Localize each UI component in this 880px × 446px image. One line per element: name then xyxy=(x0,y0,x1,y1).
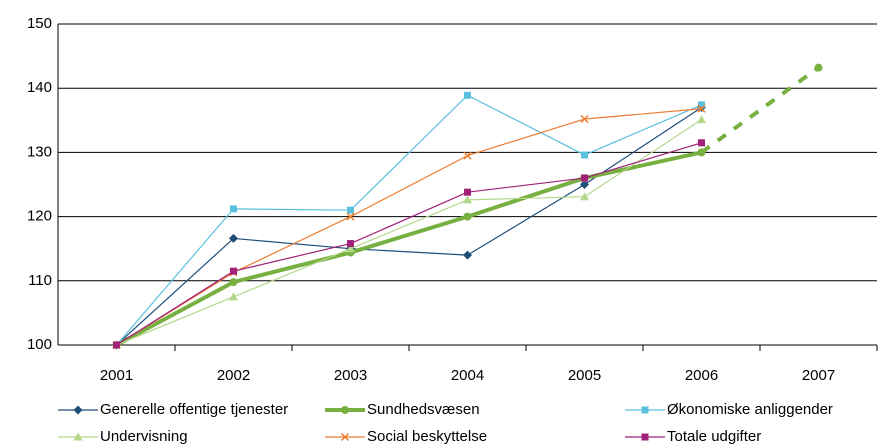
marker xyxy=(229,278,238,287)
series-line xyxy=(700,66,820,155)
x-tick-label: 2006 xyxy=(685,367,718,384)
marker xyxy=(580,114,589,124)
marker xyxy=(230,267,237,275)
series-line xyxy=(115,150,702,347)
marker xyxy=(341,406,349,414)
marker xyxy=(698,139,705,147)
y-tick-label: 130 xyxy=(27,143,52,160)
marker xyxy=(697,148,706,157)
legend-label: Generelle offentige tjenester xyxy=(100,401,288,418)
marker xyxy=(464,188,471,196)
y-tick-label: 100 xyxy=(27,336,52,353)
marker xyxy=(229,233,238,243)
marker xyxy=(347,240,354,248)
marker xyxy=(464,91,471,99)
y-tick-label: 140 xyxy=(27,79,52,96)
legend-label: Undervisning xyxy=(100,428,188,445)
marker xyxy=(581,151,588,159)
series-line xyxy=(116,94,702,346)
marker xyxy=(580,180,589,189)
marker xyxy=(697,115,706,124)
marker xyxy=(463,151,472,160)
y-tick-label: 150 xyxy=(27,15,52,32)
marker xyxy=(641,433,649,441)
marker xyxy=(346,212,355,221)
marker xyxy=(814,63,823,72)
x-tick-label: 2001 xyxy=(100,367,133,384)
marker xyxy=(463,195,472,204)
legend-label: Økonomiske anliggender xyxy=(667,401,833,418)
y-tick-label: 120 xyxy=(27,208,52,225)
legend-label: Totale udgifter xyxy=(667,428,761,445)
x-tick-label: 2003 xyxy=(334,367,367,384)
marker xyxy=(641,406,649,414)
x-tick-label: 2004 xyxy=(451,367,484,384)
y-tick-label: 110 xyxy=(28,272,52,289)
marker xyxy=(73,405,83,415)
marker xyxy=(346,244,355,253)
marker xyxy=(347,206,354,214)
series-line xyxy=(116,142,702,346)
marker xyxy=(580,192,589,201)
marker xyxy=(463,250,472,260)
marker xyxy=(229,292,238,301)
x-tick-label: 2002 xyxy=(217,367,250,384)
series-line xyxy=(116,108,702,346)
marker xyxy=(230,205,237,213)
marker xyxy=(463,212,472,221)
marker xyxy=(340,432,350,442)
marker xyxy=(73,432,83,441)
x-tick-label: 2007 xyxy=(802,367,835,384)
x-tick-label: 2005 xyxy=(568,367,601,384)
legend-label: Social beskyttelse xyxy=(367,428,487,445)
marker xyxy=(581,174,588,182)
legend-label: Sundhedsvæsen xyxy=(367,401,480,418)
marker xyxy=(698,101,705,109)
marker xyxy=(697,104,706,113)
series-line xyxy=(116,119,702,346)
marker xyxy=(113,341,120,349)
